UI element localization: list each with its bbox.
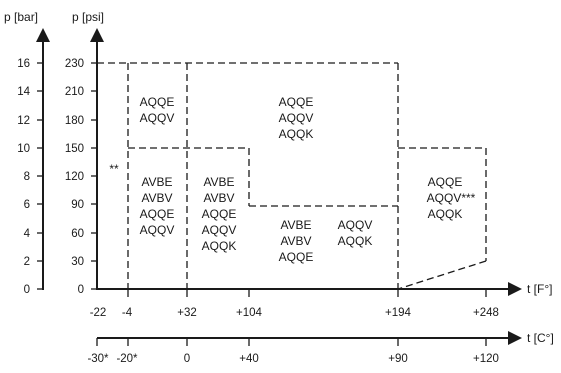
region-lower-middle-label: AQQE <box>202 207 237 221</box>
region-lower-middle-label: AVBE <box>203 175 234 189</box>
f-tick-label: -4 <box>122 307 133 319</box>
bar-tick-labels: 16 14 12 10 8 6 4 2 0 <box>17 58 30 296</box>
region-lower-left-label: AQQE <box>140 207 175 221</box>
region-bottom-center-b-label: AQQK <box>338 234 373 248</box>
region-bottom-center-a-label: AVBE <box>280 218 311 232</box>
bar-tick-label: 10 <box>17 143 30 155</box>
f-tick-label: +248 <box>473 307 499 319</box>
bar-tick-label: 16 <box>17 58 30 70</box>
bar-tick-label: 6 <box>24 199 30 211</box>
bar-axis-label: p [bar] <box>4 10 38 24</box>
region-upper-middle-label: AQQK <box>279 127 314 141</box>
bar-tick-label: 12 <box>17 115 30 127</box>
region-boundaries <box>97 62 487 290</box>
psi-tick-label: 210 <box>65 86 84 98</box>
c-tick-label: +120 <box>473 353 499 365</box>
region-right-label: AQQE <box>428 175 463 189</box>
psi-tick-label: 30 <box>71 256 84 268</box>
psi-tick-label: 90 <box>71 199 84 211</box>
region-lower-left-label: AVBV <box>141 191 172 205</box>
celsius-axis <box>96 331 522 346</box>
psi-tick-label: 0 <box>78 284 84 296</box>
psi-tick-labels: 230 210 180 150 120 90 60 30 0 <box>65 58 84 296</box>
f-tick-label: +32 <box>177 307 197 319</box>
region-bottom-center-a-label: AQQE <box>279 250 314 264</box>
celsius-axis-label: t [C°] <box>527 331 554 345</box>
region-note-marker: ** <box>109 162 119 176</box>
region-bottom-center-b-label: AQQV <box>338 218 373 232</box>
region-upper-left-label: AQQV <box>140 111 175 125</box>
f-tick-label: +194 <box>385 307 412 319</box>
psi-tick-label: 180 <box>65 115 84 127</box>
c-tick-label: +40 <box>239 353 259 365</box>
region-lower-middle-label: AQQV <box>202 223 237 237</box>
region-bottom-center-a-label: AVBV <box>280 234 311 248</box>
region-lower-middle-label: AVBV <box>203 191 234 205</box>
bar-axis <box>36 28 50 290</box>
region-upper-left-label: AQQE <box>140 95 175 109</box>
region-upper-middle-label: AQQV <box>279 111 314 125</box>
f-tick-label: +104 <box>236 307 263 319</box>
psi-tick-label: 120 <box>65 171 84 183</box>
bar-tick-label: 0 <box>24 284 30 296</box>
fahrenheit-axis-label: t [F°] <box>527 282 552 296</box>
psi-tick-label: 150 <box>65 143 84 155</box>
fahrenheit-axis <box>97 282 522 297</box>
c-tick-label: 0 <box>184 353 190 365</box>
bar-tick-label: 8 <box>24 171 30 183</box>
bar-tick-label: 2 <box>24 256 30 268</box>
celsius-tick-labels: -30* -20* 0 +40 +90 +120 <box>87 353 499 365</box>
fahrenheit-tick-labels: -22 -4 +32 +104 +194 +248 <box>90 307 499 319</box>
psi-axis <box>90 28 104 290</box>
bar-tick-label: 14 <box>17 86 30 98</box>
psi-axis-label: p [psi] <box>72 10 104 24</box>
c-tick-label: -20* <box>116 353 138 365</box>
bar-tick-label: 4 <box>24 228 31 240</box>
region-upper-middle-label: AQQE <box>279 95 314 109</box>
psi-tick-label: 60 <box>71 228 84 240</box>
region-lower-middle-label: AQQK <box>202 239 237 253</box>
region-lower-left-label: AVBE <box>141 175 172 189</box>
c-tick-label: -30* <box>87 353 109 365</box>
region-right-label: AQQV*** <box>427 191 476 205</box>
psi-tick-label: 230 <box>65 58 84 70</box>
region-right-label: AQQK <box>428 207 463 221</box>
region-lower-left-label: AQQV <box>140 223 175 237</box>
c-tick-label: +90 <box>388 353 408 365</box>
f-tick-label: -22 <box>90 307 107 319</box>
